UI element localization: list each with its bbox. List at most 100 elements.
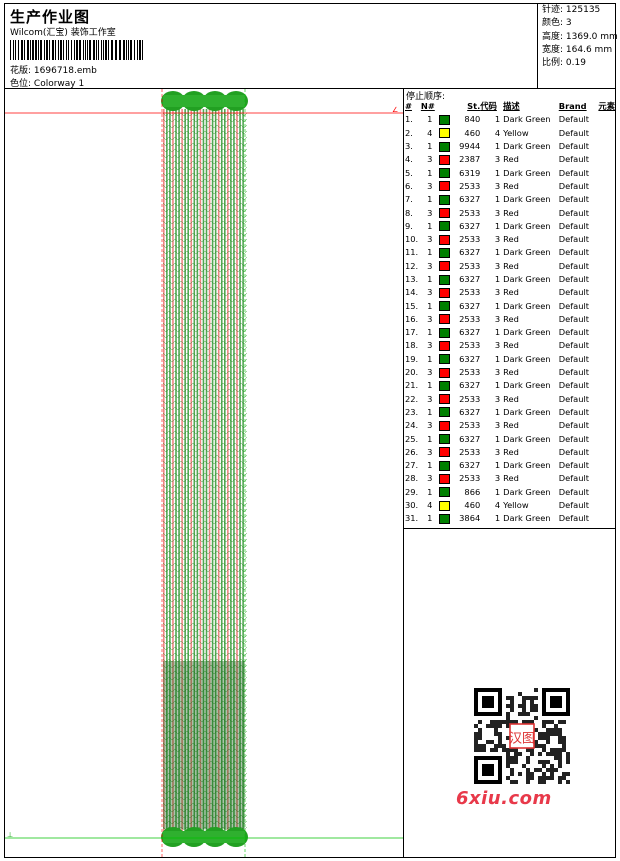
row-index: 28.: [405, 473, 419, 484]
row-stitches: 460: [464, 500, 481, 511]
row-index: 5.: [405, 167, 413, 178]
header-block: 生产作业图 Wilcom(汇宝) 装饰工作室 花版: 1696718.emb 色…: [4, 3, 618, 89]
row-index: 9.: [405, 220, 413, 231]
row-description: Dark Green: [503, 380, 551, 391]
row-needle: 3: [427, 260, 433, 271]
table-row: 3. 1 9944 1 Dark Green Default: [404, 140, 615, 153]
row-code: 1: [494, 380, 501, 391]
company-name: Wilcom(汇宝) 装饰工作室: [10, 28, 116, 38]
row-description: Red: [503, 234, 519, 245]
table-row: 26. 3 2533 3 Red Default: [404, 446, 615, 459]
color-sequence-panel: 停止顺序: # N# St. 代码 描述 Brand 元素 1. 1 840 1 Dar…: [403, 89, 615, 857]
color-swatch: [438, 301, 450, 312]
table-row: 2. 4 460 4 Yellow Default: [404, 127, 615, 140]
row-needle: 1: [427, 353, 433, 364]
row-code: 1: [494, 406, 501, 417]
row-code: 1: [494, 300, 501, 311]
table-row: 16. 3 2533 3 Red Default: [404, 313, 615, 326]
row-needle: 1: [427, 220, 433, 231]
row-needle: 1: [427, 300, 433, 311]
row-code: 3: [494, 234, 501, 245]
row-brand: Default: [558, 114, 590, 125]
row-index: 7.: [405, 194, 413, 205]
row-needle: 1: [427, 380, 433, 391]
row-stitches: 6327: [459, 460, 481, 471]
col-header-index: #: [405, 101, 412, 112]
row-description: Dark Green: [503, 141, 551, 152]
row-code: 1: [494, 247, 501, 258]
color-swatch: [438, 340, 450, 351]
stat-scale: 比例: 0.19: [542, 58, 586, 69]
row-description: Red: [503, 207, 519, 218]
row-needle: 1: [427, 486, 433, 497]
color-swatch: [438, 287, 450, 298]
row-stitches: 2533: [459, 420, 481, 431]
row-code: 1: [494, 433, 501, 444]
table-row: 5. 1 6319 1 Dark Green Default: [404, 166, 615, 179]
col-header-stitches: St.: [467, 101, 481, 112]
stitch-pattern: [161, 91, 248, 847]
row-needle: 3: [427, 367, 433, 378]
swatch-cell: [438, 206, 453, 219]
row-description: Dark Green: [503, 247, 551, 258]
page-title: 生产作业图: [10, 8, 91, 26]
color-swatch: [438, 181, 450, 192]
row-description: Red: [503, 340, 519, 351]
row-code: 4: [494, 127, 501, 138]
row-stitches: 6327: [459, 406, 481, 417]
row-code: 1: [494, 513, 501, 524]
color-sequence-table: # N# St. 代码 描述 Brand 元素 1. 1 840 1 Dark Gree…: [404, 100, 615, 526]
row-description: Dark Green: [503, 433, 551, 444]
color-swatch: [438, 194, 450, 205]
stat-width: 宽度: 164.6 mm: [542, 44, 613, 55]
table-row: 1. 1 840 1 Dark Green Default: [404, 113, 615, 126]
table-row: 29. 1 866 1 Dark Green Default: [404, 486, 615, 499]
row-description: Dark Green: [503, 353, 551, 364]
row-needle: 3: [427, 340, 433, 351]
row-needle: 1: [427, 406, 433, 417]
row-index: 26.: [405, 446, 419, 457]
row-description: Yellow: [503, 127, 529, 138]
table-row: 23. 1 6327 1 Dark Green Default: [404, 406, 615, 419]
row-brand: Default: [558, 380, 590, 391]
row-code: 1: [494, 460, 501, 471]
row-brand: Default: [558, 406, 590, 417]
row-needle: 3: [427, 420, 433, 431]
row-code: 1: [494, 220, 501, 231]
row-index: 16.: [405, 313, 419, 324]
row-brand: Default: [558, 486, 590, 497]
table-row: 6. 3 2533 3 Red Default: [404, 180, 615, 193]
swatch-cell: [438, 419, 453, 432]
color-swatch: [438, 513, 450, 524]
row-code: 3: [494, 180, 501, 191]
row-index: 19.: [405, 353, 419, 364]
row-index: 1.: [405, 114, 413, 125]
table-row: 25. 1 6327 1 Dark Green Default: [404, 432, 615, 445]
row-code: 1: [494, 141, 501, 152]
row-index: 27.: [405, 460, 419, 471]
corner-mark-bottom: ⊥: [7, 831, 13, 839]
qr-logo-text: 汉图: [509, 731, 535, 746]
row-index: 2.: [405, 127, 413, 138]
row-description: Dark Green: [503, 460, 551, 471]
color-swatch: [438, 154, 450, 165]
row-code: 3: [494, 393, 501, 404]
row-brand: Default: [558, 274, 590, 284]
row-code: 3: [494, 473, 501, 484]
row-stitches: 6327: [459, 220, 481, 231]
swatch-cell: [438, 486, 453, 499]
row-needle: 3: [427, 287, 433, 298]
row-brand: Default: [558, 194, 590, 205]
row-stitches: 2533: [459, 234, 481, 245]
row-index: 25.: [405, 433, 419, 444]
colorway: 色位: Colorway 1: [10, 76, 84, 89]
color-swatch: [438, 221, 450, 232]
row-stitches: 2533: [459, 340, 481, 351]
row-code: 1: [494, 486, 501, 497]
swatch-cell: [438, 193, 453, 206]
row-stitches: 2533: [459, 367, 481, 378]
color-swatch: [438, 168, 450, 179]
row-description: Yellow: [503, 500, 529, 511]
row-stitches: 2533: [459, 393, 481, 404]
swatch-cell: [438, 140, 453, 153]
